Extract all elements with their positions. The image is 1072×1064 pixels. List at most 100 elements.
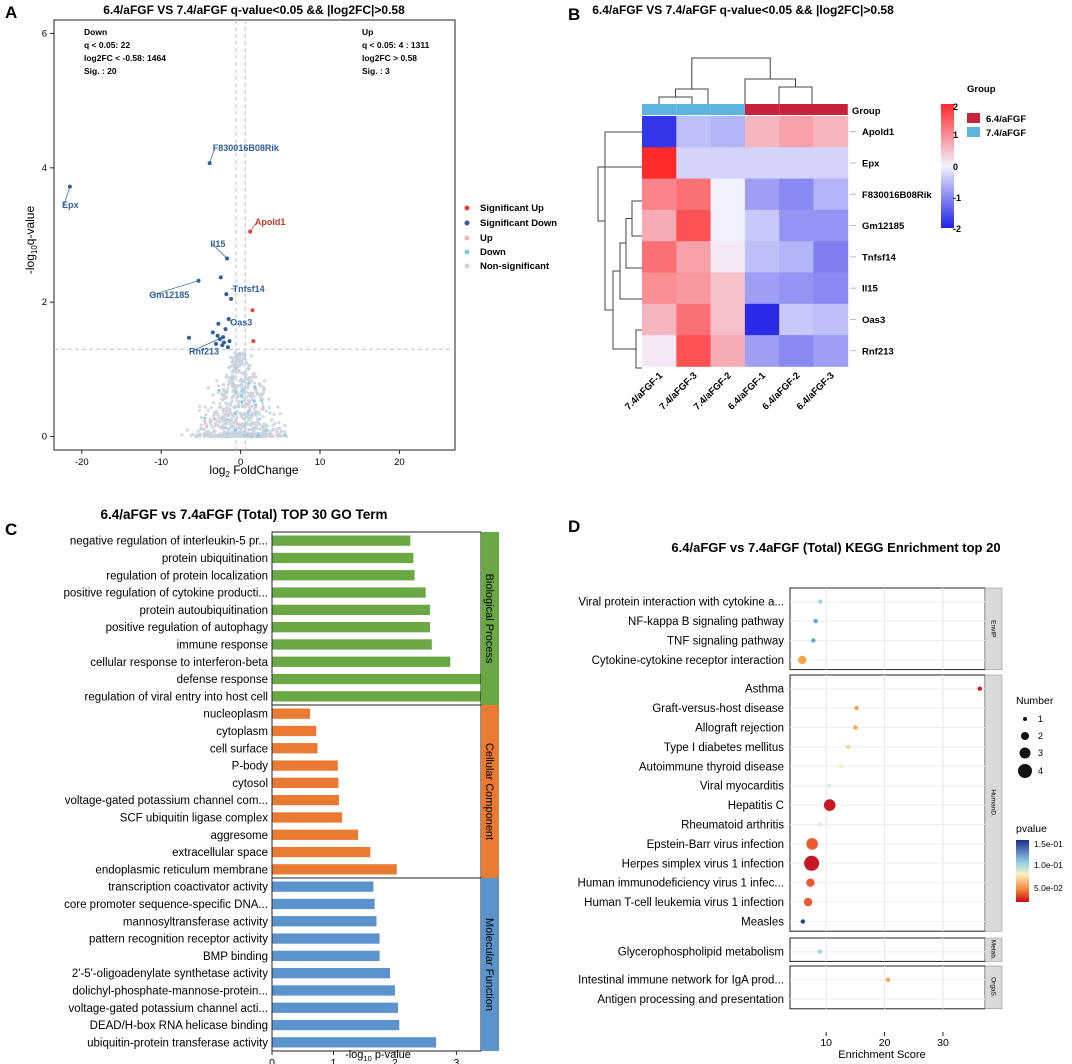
panel-a: A 6.4/aFGF VS 7.4/aFGF q-value<0.05 && |… [5, 3, 557, 479]
point-nonsig [241, 425, 245, 429]
heatmap-cell [813, 272, 849, 305]
kegg-term-label: Viral protein interaction with cytokine … [578, 597, 784, 609]
colorbar-tick: 0 [953, 162, 958, 172]
kegg-dot [804, 855, 820, 871]
point-nonsig [213, 412, 217, 416]
go-bar [272, 570, 415, 581]
point-nonsig [249, 414, 253, 418]
go-bar [272, 725, 317, 737]
point-nonsig [235, 416, 239, 420]
go-facet-label: Biological Process [483, 574, 495, 664]
heatmap-cell [744, 241, 780, 273]
legend-label: Up [480, 233, 493, 244]
point-nonsig [228, 355, 233, 360]
point-nonsig [258, 427, 262, 431]
go-bar [272, 743, 318, 754]
point-nonsig [228, 365, 232, 369]
point-nonsig [247, 418, 251, 422]
point-nonsig [240, 380, 245, 384]
point-nonsig [272, 427, 276, 432]
panel-letter-c: C [5, 520, 17, 539]
point-sig-down [210, 330, 215, 335]
point-nonsig [247, 408, 251, 413]
go-term-label: dolichyl-phosphate-mannose-protein... [72, 985, 268, 997]
point-nonsig [242, 356, 246, 360]
kegg-dot [803, 897, 813, 907]
go-term-label: immune response [177, 639, 268, 651]
point-nonsig [276, 405, 280, 409]
go-term-label: voltage-gated potassium channel com... [65, 795, 268, 807]
gene-label: Epx [62, 200, 79, 210]
panel-a-ylabel: -log10q-value [23, 206, 39, 275]
point-nonsig [222, 407, 226, 411]
heatmap-cell [710, 335, 746, 367]
point-nonsig [253, 412, 257, 416]
go-bar [272, 656, 451, 667]
kegg-dot [885, 977, 891, 982]
kegg-axis-ticks: 10 20 30 [820, 1032, 949, 1049]
point-nonsig [275, 429, 279, 433]
heatmap-cell [642, 303, 677, 336]
point-nonsig [248, 428, 252, 432]
point-nonsig [256, 421, 261, 425]
go-term-label: P-body [232, 761, 269, 773]
point-nonsig [254, 375, 258, 379]
kegg-term-label: NF-kappa B signaling pathway [628, 616, 784, 628]
heatmap-cell [676, 209, 711, 242]
point-nonsig [203, 405, 207, 409]
row-dendrogram [597, 131, 642, 369]
point-nonsig [261, 385, 266, 389]
go-term-label: endoplasmic reticulum membrane [95, 864, 268, 876]
point-nonsig [262, 422, 266, 426]
heatmap-cell [710, 241, 746, 273]
point-sig-down [227, 339, 232, 344]
go-term-label: aggresome [210, 830, 268, 842]
point-nonsig [238, 422, 242, 427]
point-nonsig [194, 433, 199, 437]
go-term-label: core promoter sequence-specific DNA... [64, 899, 268, 911]
point-nonsig [252, 394, 256, 398]
kegg-term-label: Antigen processing and presentation [597, 994, 784, 1006]
point-nonsig [247, 376, 251, 380]
kegg-facet-strip [984, 965, 1003, 1010]
go-bar [272, 673, 494, 685]
heatmap-cell [813, 116, 849, 148]
go-facet-frames: Biological Process Cellular Component Mole… [271, 531, 499, 1052]
down-box-line: log2FC < -0.58: 1464 [84, 53, 166, 63]
point-nonsig [227, 407, 231, 411]
legend-label: Significant Up [480, 203, 544, 214]
x-tick-label: 3 [453, 1057, 459, 1064]
point-nonsig [211, 393, 215, 397]
point-nonsig [253, 381, 257, 385]
point-nonsig [259, 384, 263, 388]
point-nonsig [268, 411, 272, 415]
go-term-label: cytosol [232, 778, 268, 790]
point-nonsig [230, 416, 234, 420]
heatmap-cell [744, 178, 780, 211]
heatmap-cell [779, 241, 814, 273]
go-axis-ticks: 0 1 2 3 [269, 1051, 459, 1064]
go-term-label: voltage-gated potassium channel acti... [69, 1003, 268, 1015]
point-nonsig [251, 428, 255, 432]
point-nonsig [279, 434, 283, 438]
point-nonsig [220, 434, 224, 438]
kegg-term-label: Allograft rejection [695, 723, 784, 735]
point-nonsig [230, 382, 234, 386]
heatmap-cell [676, 116, 711, 148]
x-tick-label: -20 [75, 457, 89, 468]
kegg-facet-label: OrgaS. [990, 977, 997, 998]
point-nonsig [233, 412, 238, 416]
point-nonsig [217, 405, 221, 410]
point-nonsig [221, 388, 225, 392]
panel-a-title: 6.4/aFGF VS 7.4/aFGF q-value<0.05 && |lo… [103, 3, 405, 17]
point-nonsig [199, 427, 203, 431]
point-nonsig [253, 385, 257, 389]
pvalue-legend: pvalue 1.5e-01 1.0e-01 5.0e-02 [1016, 823, 1063, 902]
row-label: F830016B08Rik [862, 190, 932, 201]
point-nonsig [206, 408, 210, 412]
heatmap-cell [744, 147, 780, 179]
kegg-dot [838, 764, 843, 769]
go-term-label: protein ubiquitination [162, 553, 268, 565]
point-sig-up [251, 339, 256, 344]
column-dendrogram [658, 57, 813, 104]
